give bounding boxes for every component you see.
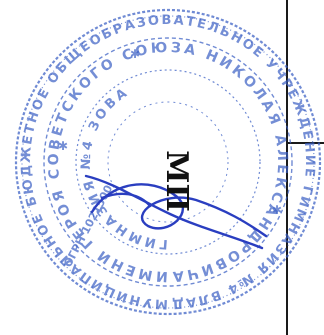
svg-text:✱: ✱ <box>272 203 282 217</box>
seal-stars: ✱ ✱ ✱ <box>58 47 282 217</box>
seal-rings <box>14 8 322 316</box>
table-horizontal-border <box>286 142 324 144</box>
svg-text:✱: ✱ <box>58 139 68 153</box>
stamp-place-label: МП <box>159 150 195 212</box>
handwritten-signature <box>84 174 268 250</box>
table-vertical-border <box>286 0 288 335</box>
svg-text:✱: ✱ <box>130 47 140 61</box>
